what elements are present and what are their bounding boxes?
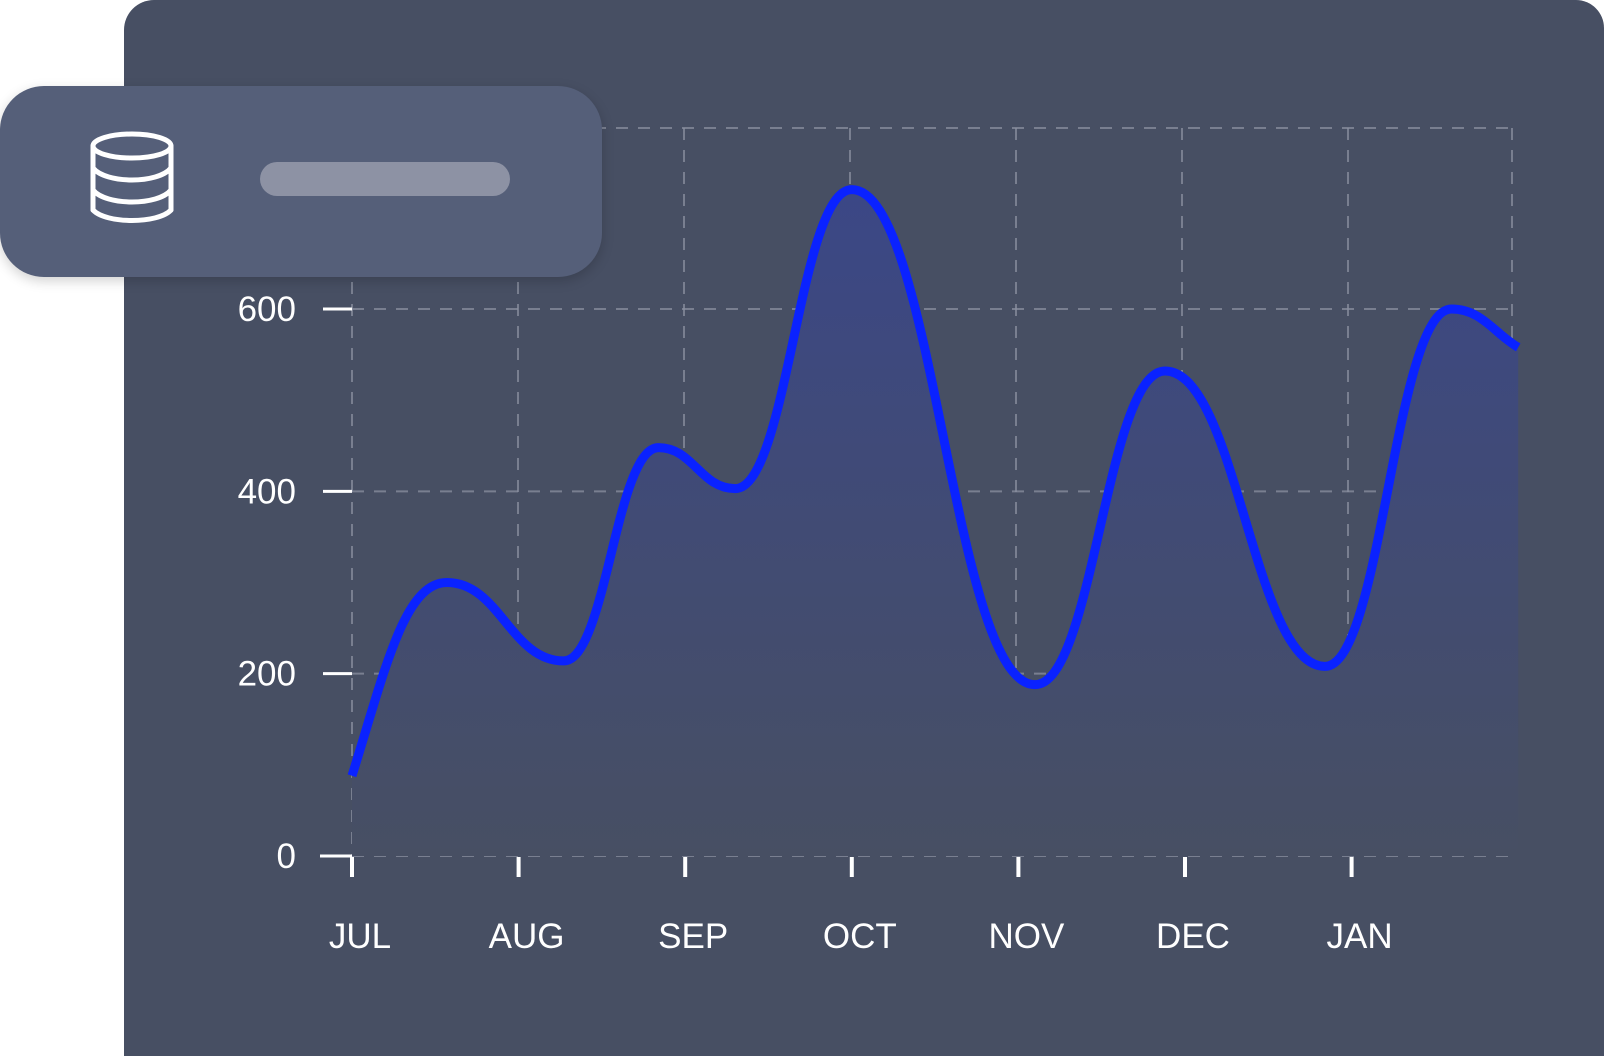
legend-placeholder-bar [260,162,510,196]
axis-labels: 0 200 400 600 JUL AUG SEP OCT NOV DEC JAN [238,290,1393,956]
y-tick-label: 600 [238,290,296,329]
x-tick-label: SEP [658,917,728,956]
x-tick-label: OCT [823,917,897,956]
y-tick-label: 400 [238,472,296,511]
x-tick-label: DEC [1156,917,1230,956]
x-tick-label: AUG [489,917,565,956]
y-tick-label: 0 [277,837,296,876]
series-line [347,185,1521,778]
area-fill [352,189,1519,856]
database-icon [90,131,174,223]
x-tick-label: NOV [988,917,1065,956]
x-tick-label: JUL [329,917,391,956]
axis-ticks [320,307,1354,877]
y-tick-label: 200 [238,655,296,694]
x-tick-label: JAN [1327,917,1393,956]
